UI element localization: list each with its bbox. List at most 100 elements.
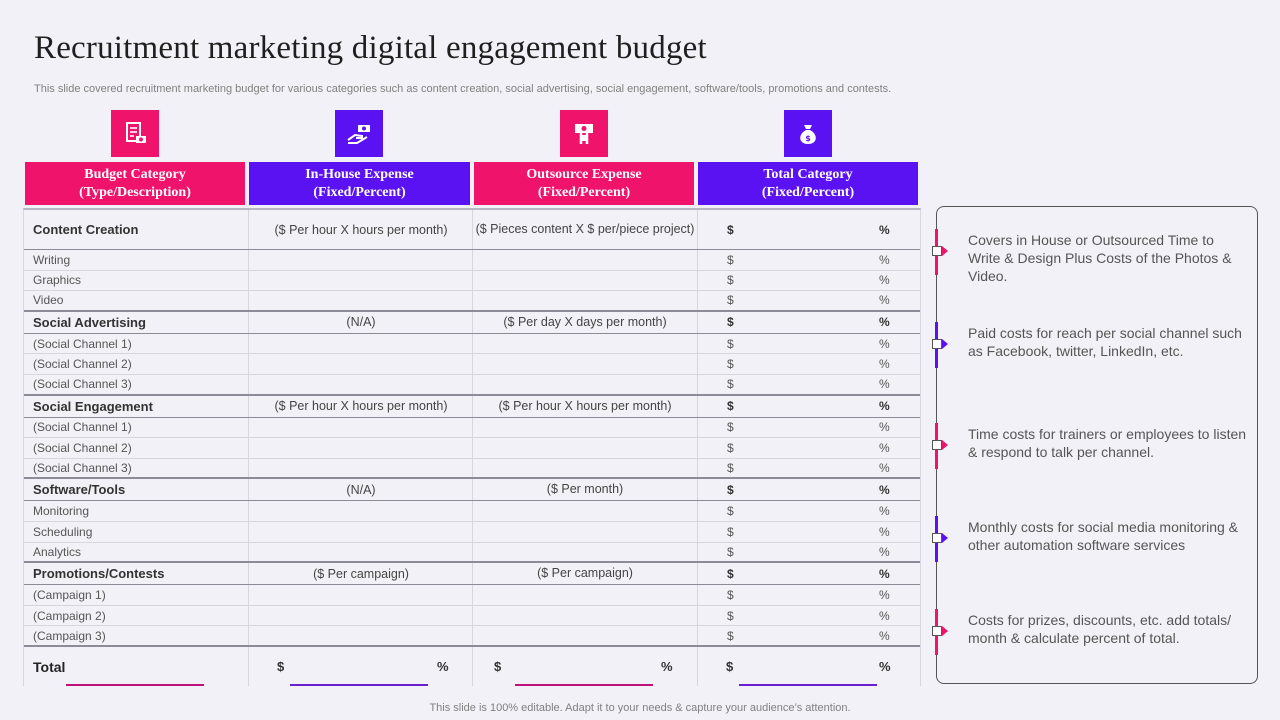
- table-row: Scheduling $%: [24, 522, 920, 543]
- table-row: Writing $%: [24, 250, 920, 271]
- table-row: (Campaign 1) $%: [24, 585, 920, 606]
- total-outsource-dollar: $: [494, 659, 502, 674]
- row-inhouse: [249, 459, 473, 478]
- row-inhouse: [249, 626, 473, 645]
- row-inhouse: (N/A): [346, 482, 376, 497]
- table-row: Graphics $%: [24, 271, 920, 292]
- note-marker: [932, 229, 948, 275]
- row-name: Social Engagement: [33, 398, 153, 414]
- row-outsource: [473, 354, 697, 374]
- row-name: Graphics: [33, 273, 82, 288]
- row-outsource: [473, 626, 697, 645]
- total-category-dollar: $: [726, 659, 734, 674]
- page-subtitle: This slide covered recruitment marketing…: [34, 83, 892, 95]
- row-outsource: [473, 543, 697, 562]
- header-budget-category: Budget Category (Type/Description): [25, 162, 245, 205]
- row-outsource: [473, 606, 697, 626]
- row-total-percent: %: [879, 293, 890, 308]
- row-outsource: [473, 585, 697, 605]
- table-row: (Social Channel 1) $%: [24, 334, 920, 355]
- header-outsource-expense: Outsource Expense (Fixed/Percent): [474, 162, 694, 205]
- table-row: (Social Channel 3) $%: [24, 459, 920, 480]
- category-row: Social Engagement ($ Per hour X hours per…: [24, 396, 920, 418]
- row-outsource: [473, 418, 697, 438]
- total-inhouse-percent: %: [437, 659, 449, 674]
- row-inhouse: [249, 543, 473, 562]
- row-total-percent: %: [879, 524, 890, 539]
- category-row: Promotions/Contests ($ Per campaign) ($ Pe…: [24, 563, 920, 586]
- row-total-dollar: $: [727, 273, 734, 288]
- row-total-percent: %: [879, 420, 890, 435]
- row-total-percent: %: [879, 336, 890, 351]
- row-inhouse: ($ Per campaign): [313, 566, 409, 581]
- hand-cash-icon: [560, 110, 608, 157]
- budget-table: Content Creation ($ Per hour X hours per …: [23, 208, 921, 686]
- row-name: (Social Channel 1): [33, 336, 132, 351]
- footer-note: This slide is 100% editable. Adapt it to…: [429, 702, 851, 714]
- row-total-percent: %: [879, 628, 890, 643]
- row-outsource: [473, 438, 697, 458]
- row-outsource: [473, 459, 697, 478]
- row-inhouse: [249, 522, 473, 542]
- table-row: Video $%: [24, 291, 920, 312]
- row-total-dollar: $: [727, 315, 734, 330]
- category-row: Software/Tools (N/A) ($ Per month) $%: [24, 479, 920, 502]
- table-row: (Social Channel 3) $%: [24, 375, 920, 396]
- row-total-dollar: $: [727, 293, 734, 308]
- row-total-dollar: $: [727, 461, 734, 476]
- row-name: Video: [33, 293, 64, 308]
- row-total-dollar: $: [727, 482, 734, 497]
- row-name: (Campaign 1): [33, 587, 106, 602]
- svg-text:$: $: [805, 134, 811, 143]
- table-row: (Social Channel 2) $%: [24, 354, 920, 375]
- note-marker: [932, 322, 948, 368]
- note-marker: [932, 423, 948, 469]
- row-outsource: ($ Per day X days per month): [503, 314, 667, 329]
- row-outsource: ($ Per campaign): [537, 566, 633, 581]
- row-name: (Campaign 2): [33, 608, 106, 623]
- underline-accent: [66, 684, 204, 686]
- underline-accent: [515, 684, 653, 686]
- row-total-percent: %: [879, 315, 890, 330]
- row-name: Promotions/Contests: [33, 566, 165, 582]
- row-total-percent: %: [879, 357, 890, 372]
- page-title: Recruitment marketing digital engagement…: [34, 30, 707, 66]
- underline-accent: [739, 684, 877, 686]
- row-total-dollar: $: [727, 222, 734, 237]
- row-inhouse: [249, 354, 473, 374]
- row-total-percent: %: [879, 440, 890, 455]
- row-name: Analytics: [33, 544, 82, 559]
- row-outsource: [473, 522, 697, 542]
- document-money-icon: [111, 110, 159, 157]
- row-inhouse: ($ Per hour X hours per month): [274, 222, 448, 237]
- row-inhouse: [249, 585, 473, 605]
- row-inhouse: [249, 291, 473, 310]
- row-total-percent: %: [879, 222, 890, 237]
- row-outsource: ($ Per month): [546, 482, 624, 497]
- row-name: Software/Tools: [33, 482, 126, 498]
- table-row: Monitoring $%: [24, 501, 920, 522]
- row-total-percent: %: [879, 608, 890, 623]
- row-inhouse: [249, 501, 473, 521]
- note-text: Covers in House or Outsourced Time to Wr…: [968, 232, 1232, 284]
- row-name: (Social Channel 3): [33, 461, 132, 476]
- row-outsource: [473, 291, 697, 310]
- money-bag-icon: $: [784, 110, 832, 157]
- row-inhouse: [249, 250, 473, 270]
- row-total-percent: %: [879, 461, 890, 476]
- row-name: Writing: [33, 252, 71, 267]
- row-total-percent: %: [879, 482, 890, 497]
- total-label: Total: [33, 658, 66, 675]
- row-outsource: [473, 250, 697, 270]
- row-total-percent: %: [879, 544, 890, 559]
- row-total-dollar: $: [727, 336, 734, 351]
- row-total-dollar: $: [727, 566, 734, 581]
- row-total-dollar: $: [727, 357, 734, 372]
- row-name: (Social Channel 2): [33, 440, 132, 455]
- row-total-dollar: $: [727, 399, 734, 414]
- row-total-percent: %: [879, 252, 890, 267]
- row-name: (Social Channel 2): [33, 357, 132, 372]
- note-text: Time costs for trainers or employees to …: [968, 426, 1247, 460]
- table-row: Analytics $%: [24, 543, 920, 564]
- row-name: (Campaign 3): [33, 628, 106, 643]
